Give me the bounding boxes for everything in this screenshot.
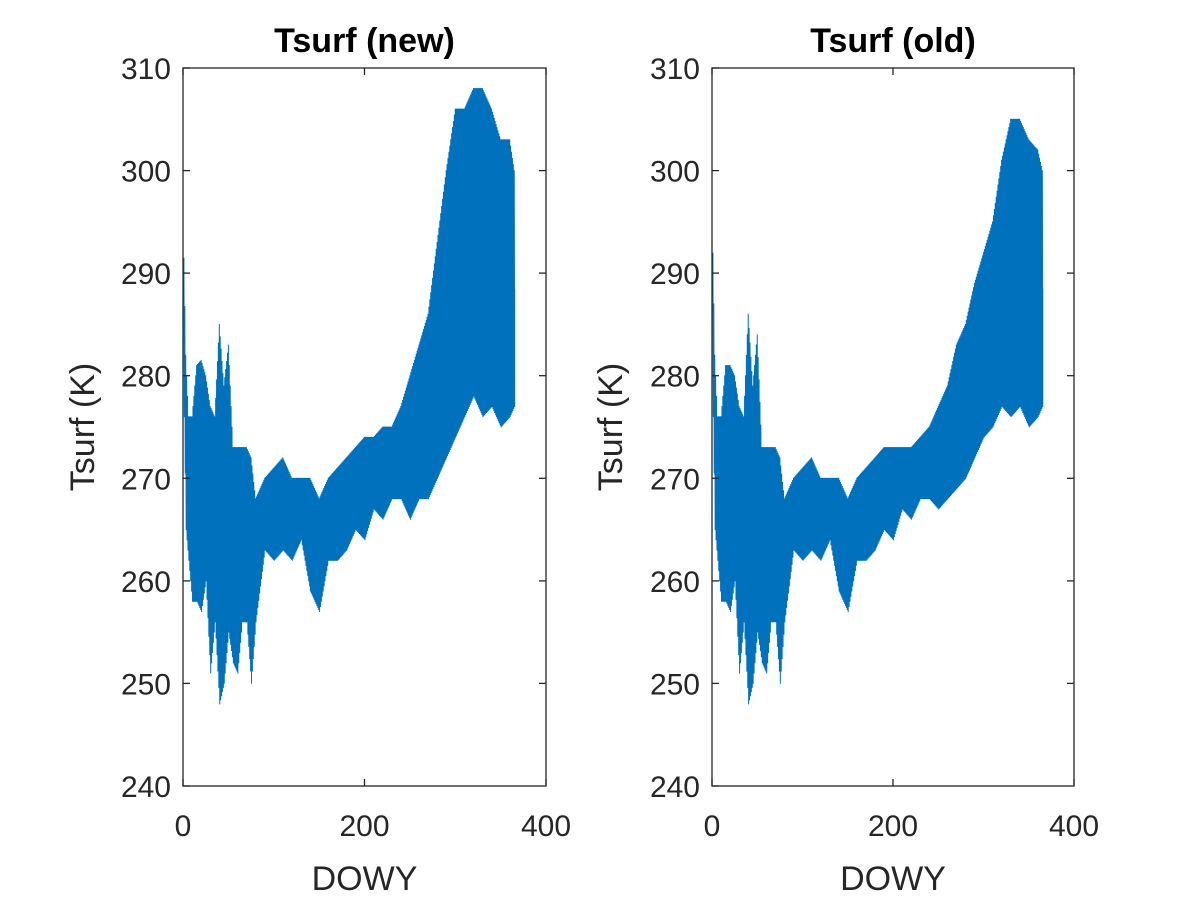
y-axis-label: Tsurf (K) [592, 363, 630, 491]
y-tick-label: 280 [650, 361, 700, 394]
x-tick-label: 0 [704, 810, 721, 843]
y-tick-label: 280 [121, 361, 171, 394]
subplot-tsurf-old: 0 200 400 240 250 260 270 280 290 300 [592, 22, 1099, 898]
plot-area [183, 88, 516, 705]
x-axis-label: DOWY [840, 860, 946, 898]
y-tick-label: 250 [650, 668, 700, 701]
series-line-tsurf [183, 88, 516, 705]
plot-area [712, 118, 1044, 705]
y-tick-label: 250 [121, 668, 171, 701]
y-tick-label: 260 [650, 566, 700, 599]
y-tick-label: 300 [650, 156, 700, 189]
y-tick-label: 290 [121, 258, 171, 291]
y-tick-label: 270 [121, 463, 171, 496]
subplot-tsurf-new: 0 200 400 240 250 260 270 280 290 300 [64, 22, 571, 898]
y-tick-label: 260 [121, 566, 171, 599]
x-tick-label: 0 [175, 810, 192, 843]
x-tick-label: 200 [339, 810, 389, 843]
chart-title: Tsurf (new) [274, 22, 455, 60]
y-ticks: 240 250 260 270 280 290 300 310 [121, 53, 546, 804]
chart-title: Tsurf (old) [810, 22, 976, 60]
y-axis-label: Tsurf (K) [64, 363, 102, 491]
y-tick-label: 240 [650, 771, 700, 804]
y-tick-label: 300 [121, 156, 171, 189]
x-tick-label: 200 [868, 810, 918, 843]
y-tick-label: 310 [650, 53, 700, 86]
x-tick-label: 400 [1049, 810, 1099, 843]
x-axis-label: DOWY [312, 860, 418, 898]
series-line-tsurf [712, 118, 1044, 705]
y-ticks: 240 250 260 270 280 290 300 310 [650, 53, 1074, 804]
y-tick-label: 290 [650, 258, 700, 291]
y-tick-label: 270 [650, 463, 700, 496]
y-tick-label: 310 [121, 53, 171, 86]
x-ticks: 0 200 400 [704, 68, 1099, 843]
x-ticks: 0 200 400 [175, 68, 571, 843]
y-tick-label: 240 [121, 771, 171, 804]
x-tick-label: 400 [521, 810, 571, 843]
